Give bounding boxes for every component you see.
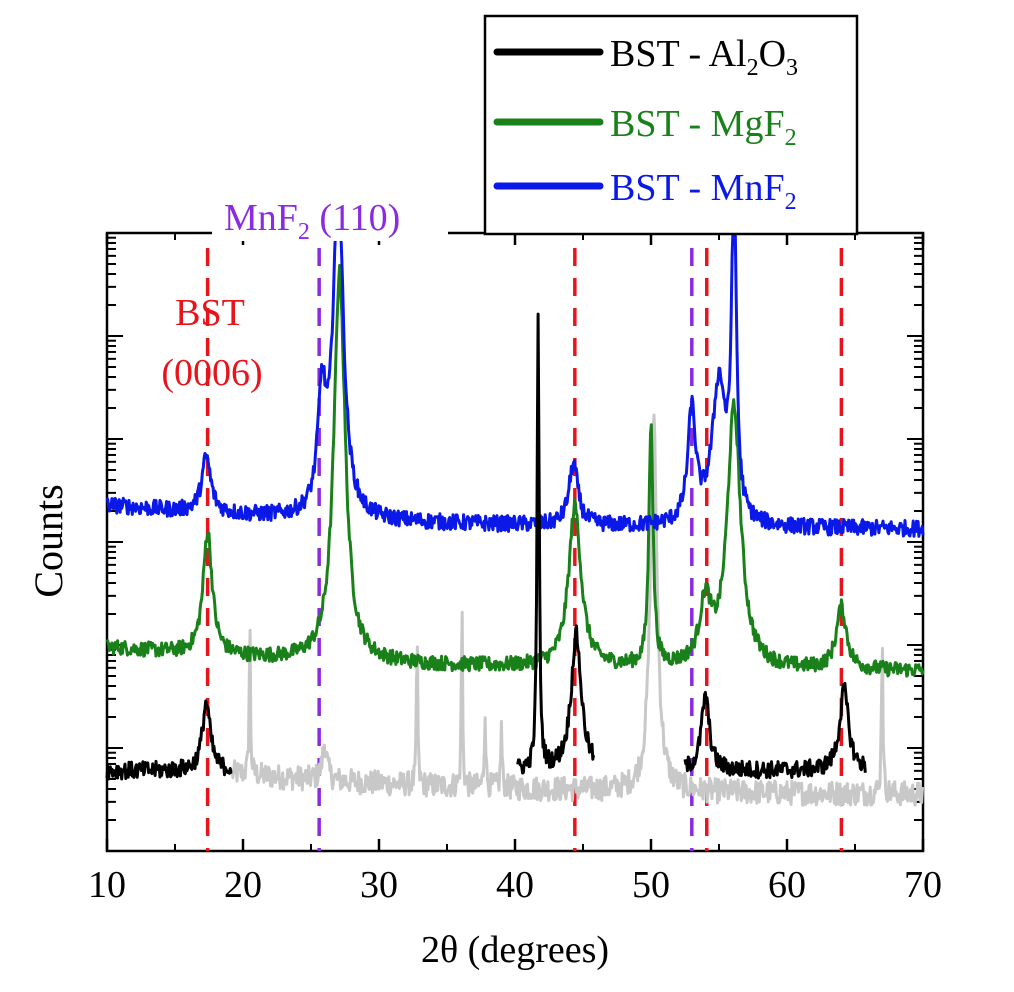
series-mgf2 xyxy=(105,264,925,678)
x-tick-label: 70 xyxy=(904,864,942,906)
series-al2o3-substrate xyxy=(230,413,924,807)
mnf2-annotation: MnF2 (110) xyxy=(224,197,400,245)
y-axis-label: Counts xyxy=(26,484,71,597)
mnf2-annotation-rest: (110) xyxy=(310,197,400,239)
bst-annotation-line1: BST xyxy=(175,292,245,334)
reference-lines xyxy=(205,248,844,851)
data-series xyxy=(105,231,925,807)
x-tick-label: 40 xyxy=(496,864,534,906)
mnf2-annotation-sub: 2 xyxy=(298,219,310,245)
x-tick-label: 30 xyxy=(360,864,398,906)
series-mnf2 xyxy=(105,231,925,538)
x-axis-label: 2θ (degrees) xyxy=(421,929,609,971)
bst-annotation-line2: (0006) xyxy=(161,352,262,394)
x-tick-label: 50 xyxy=(632,864,670,906)
legend-label-al2o3: BST - Al2O3 xyxy=(610,33,798,81)
x-tick-label: 20 xyxy=(224,864,262,906)
legend-label-mgf2: BST - MgF2 xyxy=(610,103,797,151)
series-al2o3 xyxy=(105,312,867,781)
legend-label-mnf2: BST - MnF2 xyxy=(610,167,797,215)
legend: BST - Al2O3 BST - MgF2 BST - MnF2 xyxy=(483,14,859,236)
x-tick-label: 60 xyxy=(768,864,806,906)
x-tick-label: 10 xyxy=(88,864,126,906)
mnf2-annotation-background xyxy=(212,193,448,241)
mnf2-annotation-main: MnF xyxy=(224,197,298,239)
